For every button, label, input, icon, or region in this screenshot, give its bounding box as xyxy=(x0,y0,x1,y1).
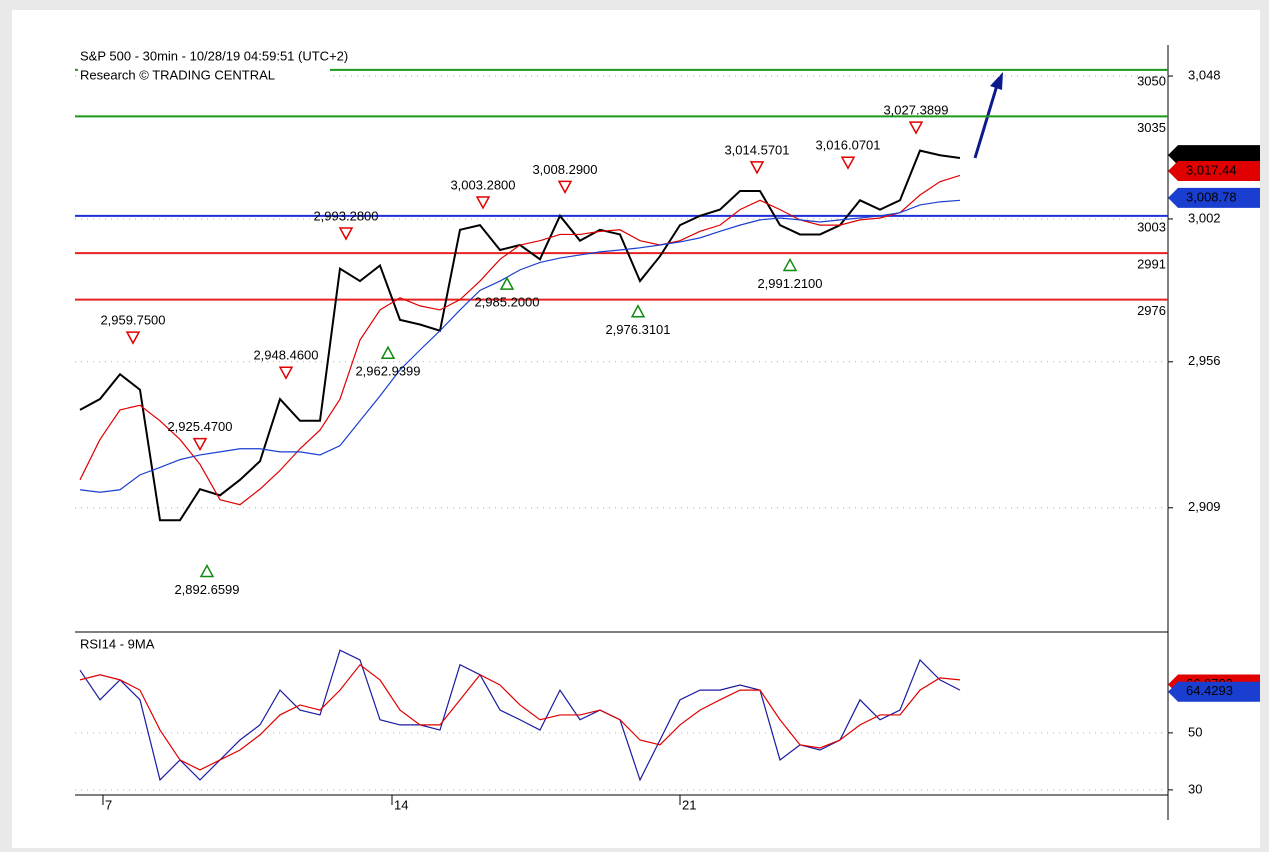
low-marker xyxy=(630,304,646,318)
high-label: 3,003.2800 xyxy=(450,177,515,192)
chart-title: S&P 500 - 30min - 10/28/19 04:59:51 (UTC… xyxy=(80,48,348,63)
last-value-box xyxy=(1168,187,1260,208)
chart-subtitle: Research © TRADING CENTRAL xyxy=(80,67,275,82)
high-marker xyxy=(749,161,765,175)
high-label: 2,948.4600 xyxy=(253,348,318,363)
high-label: 2,925.4700 xyxy=(167,419,232,434)
y-tick-label: 3,002 xyxy=(1188,210,1221,225)
high-marker xyxy=(192,437,208,452)
high-marker xyxy=(557,180,573,194)
x-tick-label: 14 xyxy=(394,797,408,812)
last-value-label: 64.4293 xyxy=(1186,683,1233,698)
high-label: 3,014.5701 xyxy=(724,142,789,157)
y-tick-label: 2,956 xyxy=(1188,353,1221,368)
last-value-box xyxy=(1168,160,1260,181)
low-marker xyxy=(199,563,215,578)
y-tick-label: 3,048 xyxy=(1188,67,1221,82)
rsi-title: RSI14 - 9MA xyxy=(80,636,155,651)
series-line xyxy=(79,649,961,782)
y-tick-label: 2,909 xyxy=(1188,499,1221,514)
high-marker xyxy=(475,196,491,210)
forecast-arrow xyxy=(973,81,1000,159)
x-tick-label: 21 xyxy=(682,797,696,812)
level-label: 3050 xyxy=(1137,73,1166,88)
last-value-box xyxy=(1168,145,1260,166)
high-label: 3,016.0701 xyxy=(815,138,880,153)
series-line xyxy=(79,174,961,506)
level-label: 2976 xyxy=(1137,303,1166,318)
series-line xyxy=(79,663,961,771)
low-marker xyxy=(499,276,515,290)
last-value-label: 3,022.55 xyxy=(1186,147,1237,162)
high-marker xyxy=(125,331,141,345)
low-label: 2,991.2100 xyxy=(757,276,822,291)
low-label: 2,985.2000 xyxy=(474,295,539,310)
high-marker xyxy=(908,121,924,135)
low-marker xyxy=(380,345,396,359)
high-marker xyxy=(278,366,294,380)
high-marker xyxy=(338,227,354,241)
level-label: 2991 xyxy=(1137,257,1166,272)
level-label: 3003 xyxy=(1137,219,1166,234)
low-label: 2,892.6599 xyxy=(174,582,239,597)
low-label: 2,976.3101 xyxy=(605,322,670,337)
chart-background xyxy=(12,10,1260,848)
low-label: 2,962.9399 xyxy=(355,364,420,379)
high-label: 2,959.7500 xyxy=(100,313,165,328)
last-value-label: 3,017.44 xyxy=(1186,162,1237,177)
title-background xyxy=(78,47,330,85)
last-value-label: 3,008.78 xyxy=(1186,189,1237,204)
y-tick-label: 50 xyxy=(1188,724,1202,739)
high-label: 2,993.2800 xyxy=(313,208,378,223)
last-value-box xyxy=(1168,681,1260,702)
y-tick-label: 30 xyxy=(1188,781,1202,796)
high-marker xyxy=(840,156,856,170)
series-line xyxy=(79,199,961,493)
x-tick-label: 7 xyxy=(105,797,112,812)
level-label: 3035 xyxy=(1137,120,1166,135)
low-marker xyxy=(782,257,798,272)
high-label: 3,008.2900 xyxy=(532,162,597,177)
high-label: 3,027.3899 xyxy=(883,103,948,118)
